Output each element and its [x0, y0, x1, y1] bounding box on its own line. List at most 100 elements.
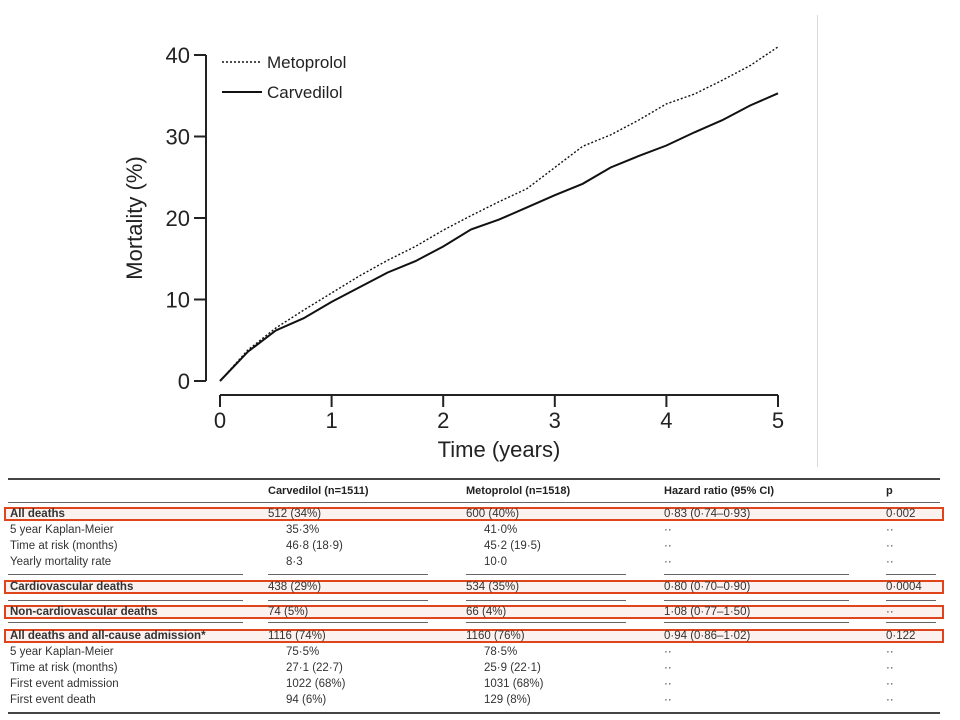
row-label: All deaths and all-cause admission* [10, 630, 206, 642]
header-carvedilol: Carvedilol (n=1511) [268, 485, 369, 497]
table-cell: ·· [886, 694, 894, 706]
row-label: Time at risk (months) [10, 540, 118, 552]
table-row: First event admission 1022 (68%) 1031 (68%… [0, 678, 960, 694]
section-rule [268, 600, 428, 601]
table-cell: 438 (29%) [268, 581, 322, 593]
row-label: First event admission [10, 678, 119, 690]
header-rule [8, 502, 940, 503]
section-rule [664, 622, 849, 623]
section-rule [466, 622, 626, 623]
table-cell: 75·5% [286, 646, 320, 658]
table-row: 5 year Kaplan-Meier 35·3% 41·0% ·· ·· [0, 524, 960, 540]
row-label: Time at risk (months) [10, 662, 118, 674]
row-label: Cardiovascular deaths [10, 581, 134, 593]
x-tick-label: 2 [437, 408, 449, 433]
row-label: Non-cardiovascular deaths [10, 606, 158, 618]
row-label: 5 year Kaplan-Meier [10, 524, 114, 536]
table-cell: 1·08 (0·77–1·50) [664, 606, 751, 618]
mortality-chart: 0 10 20 30 40 0 1 2 3 4 5 Time (years) Mortality (%)… [122, 15, 818, 467]
row-label: All deaths [10, 508, 65, 520]
table-cell: 0·0004 [886, 581, 922, 593]
table-cell: 45·2 (19·5) [484, 540, 541, 552]
x-tick-label: 4 [660, 408, 672, 433]
table-cell: ·· [664, 524, 672, 536]
table-cell: 27·1 (22·7) [286, 662, 343, 674]
outcomes-table: Carvedilol (n=1511) Metoprolol (n=1518) … [0, 470, 960, 720]
x-tick-label: 0 [214, 408, 226, 433]
y-tick-label: 10 [166, 288, 190, 313]
table-cell: ·· [886, 556, 894, 568]
table-cell: 41·0% [484, 524, 518, 536]
header-p: p [886, 485, 893, 497]
section-rule [886, 574, 936, 575]
table-cell: 78·5% [484, 646, 518, 658]
section-rule [466, 574, 626, 575]
table-cell: 0·94 (0·86–1·02) [664, 630, 751, 642]
table-cell: 0·80 (0·70–0·90) [664, 581, 751, 593]
x-axis-label: Time (years) [438, 437, 561, 462]
row-label: First event death [10, 694, 96, 706]
row-label: Yearly mortality rate [10, 556, 112, 568]
table-row: All deaths and all-cause admission* 1116 … [0, 630, 960, 646]
table-cell: 600 (40%) [466, 508, 520, 520]
x-tick-label: 5 [772, 408, 784, 433]
series-line-carvedilol [219, 92, 779, 382]
y-tick-label: 40 [166, 43, 190, 68]
table-cell: 1116 (74%) [268, 630, 326, 642]
table-row: All deaths 512 (34%) 600 (40%) 0·83 (0·74–0… [0, 508, 960, 524]
table-cell: ·· [886, 606, 894, 618]
row-label: 5 year Kaplan-Meier [10, 646, 114, 658]
table-row: Cardiovascular deaths 438 (29%) 534 (35%) 0… [0, 581, 960, 597]
section-rule [886, 600, 936, 601]
table-bottom-rule [8, 712, 940, 714]
section-rule [466, 600, 626, 601]
table-cell: ·· [664, 646, 672, 658]
section-rule [268, 574, 428, 575]
highlight-box [4, 629, 944, 643]
x-tick-label: 1 [325, 408, 337, 433]
series-line-metoprolol [219, 46, 779, 382]
table-cell: ·· [886, 646, 894, 658]
header-hazard-ratio: Hazard ratio (95% CI) [664, 485, 775, 497]
legend-label-metoprolol: Metoprolol [267, 53, 346, 72]
table-row: Non-cardiovascular deaths 74 (5%) 66 (4%) 1… [0, 606, 960, 622]
table-cell: ·· [886, 662, 894, 674]
section-rule [664, 574, 849, 575]
table-cell: 0·83 (0·74–0·93) [664, 508, 751, 520]
section-rule [664, 600, 849, 601]
y-tick-label: 0 [178, 369, 190, 394]
table-cell: 94 (6%) [286, 694, 327, 706]
section-rule [8, 574, 243, 575]
section-rule [268, 622, 428, 623]
table-cell: 74 (5%) [268, 606, 309, 618]
table-row: Time at risk (months) 27·1 (22·7) 25·9 (22… [0, 662, 960, 678]
table-cell: 1160 (76%) [466, 630, 525, 642]
section-rule [8, 600, 243, 601]
table-row: Yearly mortality rate 8·3 10·0 ·· ·· [0, 556, 960, 572]
table-cell: 10·0 [484, 556, 508, 568]
divider [817, 15, 818, 467]
table-cell: ·· [664, 540, 672, 552]
table-cell: 66 (4%) [466, 606, 507, 618]
legend-label-carvedilol: Carvedilol [267, 83, 343, 102]
y-axis-label: Mortality (%) [122, 156, 147, 279]
highlight-box [4, 580, 944, 594]
highlight-box [4, 507, 944, 521]
table-cell: 0·002 [886, 508, 916, 520]
table-cell: 1031 (68%) [484, 678, 544, 690]
table-row: First event death 94 (6%) 129 (8%) ·· ·· [0, 694, 960, 710]
table-top-rule [8, 478, 940, 480]
y-tick-label: 20 [166, 206, 190, 231]
y-tick-label: 30 [166, 125, 190, 150]
table-cell: ·· [886, 540, 894, 552]
table-cell: ·· [664, 662, 672, 674]
table-cell: 129 (8%) [484, 694, 531, 706]
table-cell: 1022 (68%) [286, 678, 346, 690]
table-cell: ·· [664, 556, 672, 568]
table-row: Time at risk (months) 46·8 (18·9) 45·2 (19… [0, 540, 960, 556]
table-cell: ·· [664, 694, 672, 706]
chart-svg: 0 10 20 30 40 0 1 2 3 4 5 Time (years) Mortality (%)… [122, 43, 784, 462]
table-cell: ·· [886, 678, 894, 690]
section-rule [8, 622, 243, 623]
highlight-box [4, 605, 944, 619]
